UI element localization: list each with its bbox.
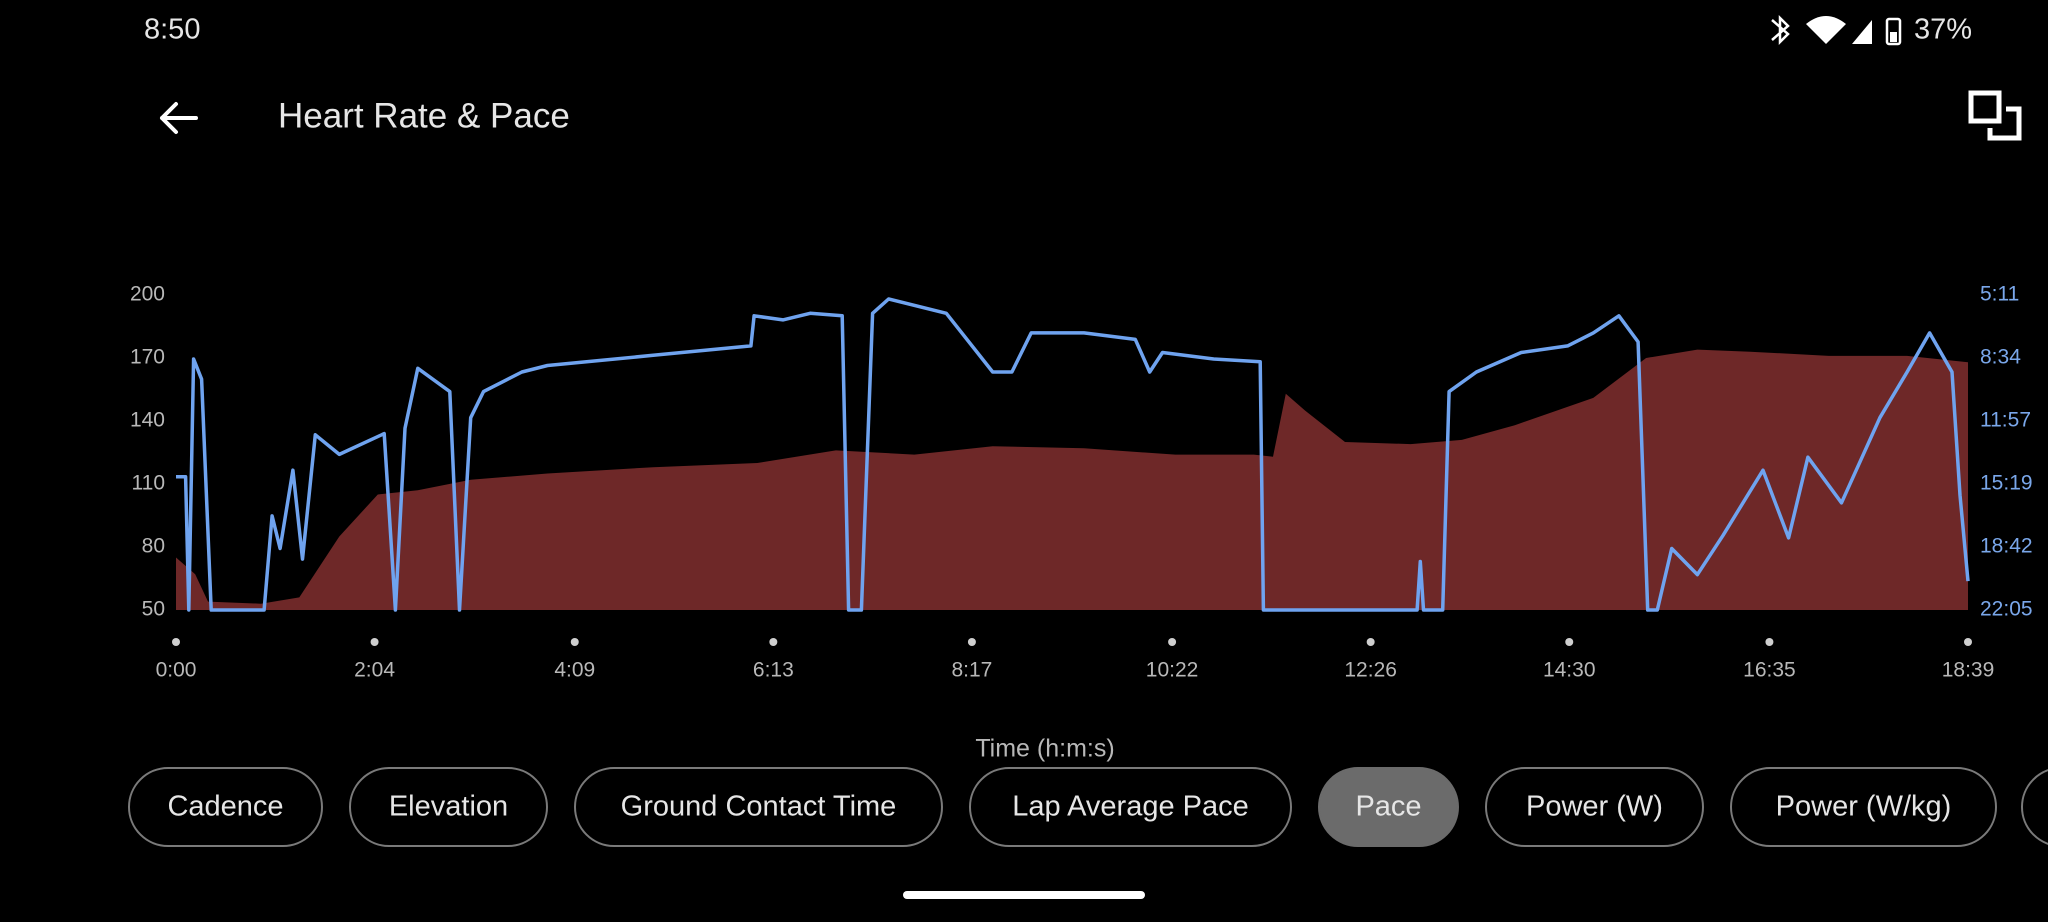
bluetooth-icon (1771, 14, 1790, 46)
chip[interactable]: Power (W/kg) (1730, 767, 1997, 847)
back-button[interactable] (160, 102, 198, 134)
y2-tick-label: 11:57 (1980, 409, 2031, 432)
x-tick-dot (769, 638, 778, 646)
x-tick-label: 6:13 (753, 659, 794, 682)
expand-button[interactable] (1968, 90, 2022, 141)
status-time: 8:50 (144, 14, 200, 46)
y2-tick-label: 22:05 (1980, 598, 2033, 621)
chip-partial (2021, 769, 2048, 845)
x-tick-label: 10:22 (1146, 659, 1199, 682)
chip[interactable]: Power (W) (1485, 767, 1704, 847)
x-tick-label: 2:04 (354, 659, 395, 682)
chip-outline (574, 767, 943, 847)
x-tick-dot (1366, 638, 1375, 646)
chip[interactable]: Ground Contact Time (574, 767, 943, 847)
wifi-icon (1806, 16, 1846, 44)
heart-rate-area (176, 349, 1968, 610)
x-tick-dot (370, 638, 379, 646)
chip-outline (969, 767, 1292, 847)
x-tick-label: 16:35 (1743, 659, 1796, 682)
x-tick-dot (1565, 638, 1574, 646)
y-tick-label: 110 (132, 472, 165, 495)
y2-tick-label: 8:34 (1980, 346, 2021, 369)
chip-outline (1318, 767, 1459, 847)
y2-tick-label: 18:42 (1980, 534, 2033, 557)
pace-line (176, 297, 1970, 612)
y-tick-label: 80 (142, 535, 165, 558)
x-tick-dot (1168, 638, 1177, 646)
x-tick-dot (1964, 638, 1972, 646)
battery-icon (1885, 17, 1902, 46)
x-tick-label: 8:17 (951, 659, 992, 682)
y2-tick-label: 15:19 (1980, 471, 2033, 494)
status-battery: 37% (1914, 14, 1972, 46)
x-tick-dot (172, 638, 180, 646)
chip-outline (1730, 767, 1997, 847)
x-axis-label: Time (h:m:s) (975, 735, 1114, 763)
chip-label: Lap Average Pace (1012, 791, 1249, 823)
x-tick-label: 12:26 (1344, 659, 1397, 682)
chip[interactable]: Cadence (128, 767, 323, 847)
x-tick-label: 4:09 (554, 659, 595, 682)
battery-level (1890, 32, 1897, 42)
x-tick-dot (570, 638, 579, 646)
x-tick-label: 0:00 (156, 659, 197, 682)
x-tick-label: 14:30 (1543, 659, 1596, 682)
y-tick-label: 170 (130, 346, 165, 369)
home-indicator (903, 891, 1145, 899)
chip-label: Cadence (167, 791, 283, 823)
x-tick-label: 18:39 (1942, 659, 1995, 682)
chip-outline (1485, 767, 1704, 847)
chip-outline (128, 767, 323, 847)
chip-label: Ground Contact Time (621, 791, 897, 823)
page-title: Heart Rate & Pace (278, 96, 570, 135)
x-tick-dot (1765, 638, 1774, 646)
chip-outline (349, 767, 548, 847)
y-tick-label: 200 (130, 283, 165, 306)
chip-label: Elevation (389, 791, 508, 823)
chip[interactable]: Lap Average Pace (969, 767, 1292, 847)
y2-tick-label: 5:11 (1980, 283, 2019, 306)
x-tick-dot (967, 638, 976, 646)
chip[interactable]: Pace (1318, 767, 1459, 847)
chip-label: Power (W) (1526, 791, 1663, 823)
chip[interactable]: Elevation (349, 767, 548, 847)
chip-label: Pace (1355, 791, 1421, 823)
chip-label: Power (W/kg) (1776, 791, 1952, 823)
signal-icon (1852, 20, 1872, 44)
status-icons (1771, 14, 1902, 46)
y-tick-label: 50 (142, 598, 165, 621)
y-tick-label: 140 (130, 409, 165, 432)
